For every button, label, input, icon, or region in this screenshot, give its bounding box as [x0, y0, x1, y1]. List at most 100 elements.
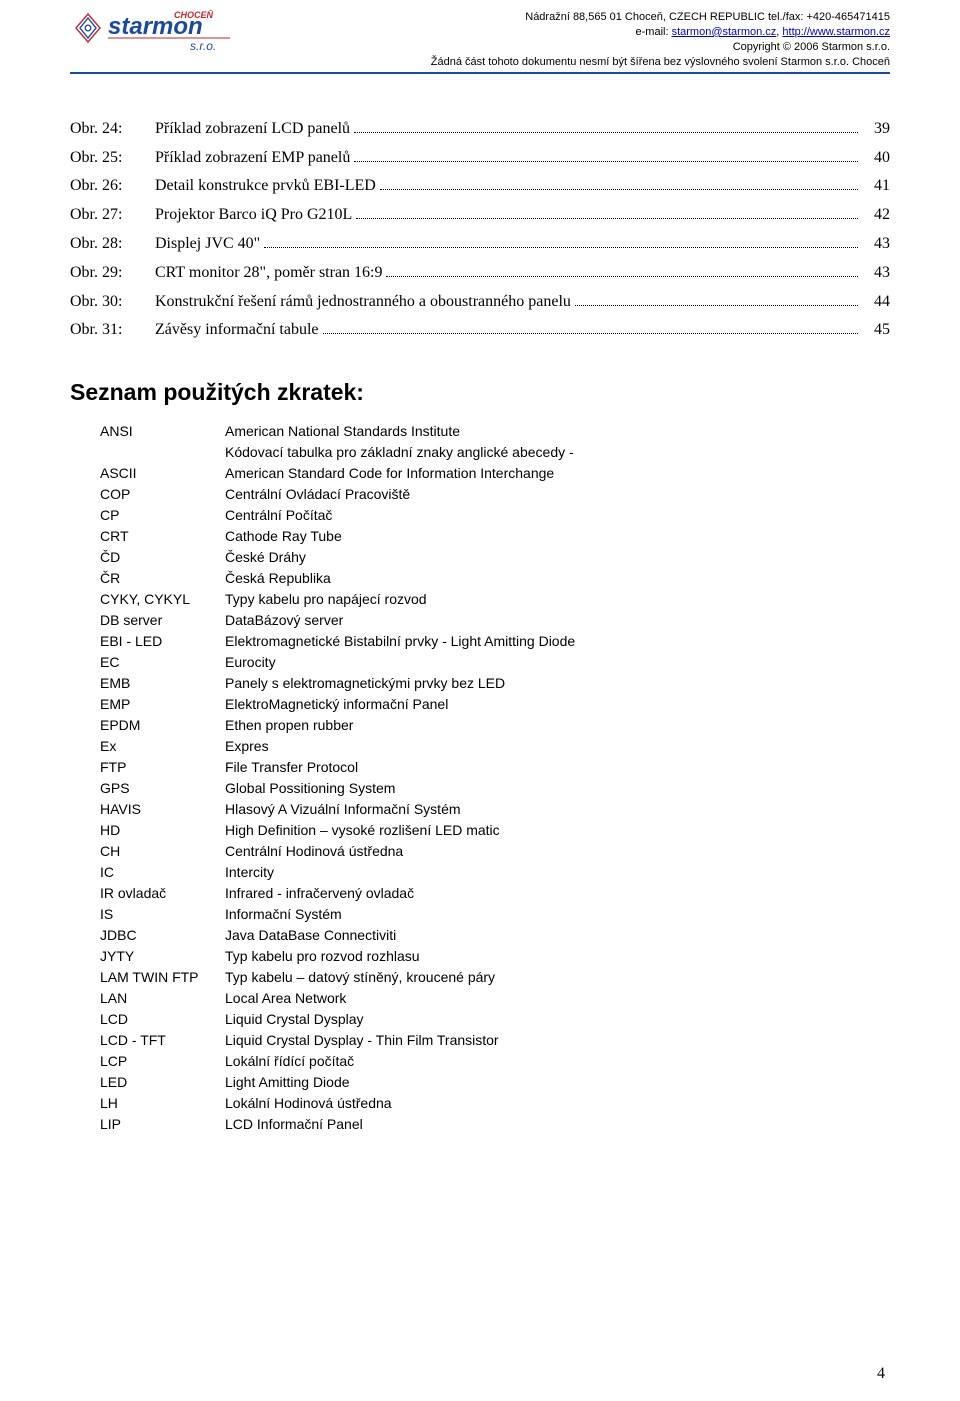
figure-label: Obr. 30: — [70, 293, 155, 311]
abbr-key: CP — [100, 505, 225, 526]
abbr-value: Lokální Hodinová ústředna — [225, 1093, 890, 1114]
abbr-row: LCDLiquid Crystal Dysplay — [100, 1009, 890, 1030]
abbr-row: CPCentrální Počítač — [100, 505, 890, 526]
abbr-row: DB serverDataBázový server — [100, 610, 890, 631]
header-email-line: e-mail: starmon@starmon.cz, http://www.s… — [431, 25, 890, 40]
abbr-key: LAN — [100, 988, 225, 1009]
abbr-row: LCPLokální řídící počítač — [100, 1051, 890, 1072]
abbr-row: IR ovladačInfrared - infračervený ovlada… — [100, 883, 890, 904]
abbr-value: Centrální Hodinová ústředna — [225, 841, 890, 862]
abbr-key: CH — [100, 841, 225, 862]
abbr-row: EMBPanely s elektromagnetickými prvky be… — [100, 673, 890, 694]
abbr-row: ANSIAmerican National Standards Institut… — [100, 421, 890, 442]
abbr-value: Informační Systém — [225, 904, 890, 925]
abbr-value: High Definition – vysoké rozlišení LED m… — [225, 820, 890, 841]
svg-text:CHOCEŇ: CHOCEŇ — [174, 10, 214, 20]
abbr-value: Intercity — [225, 862, 890, 883]
figure-title-wrap: CRT monitor 28", poměr stran 16:9 — [155, 263, 862, 282]
abbr-value: File Transfer Protocol — [225, 757, 890, 778]
abbr-value: Kódovací tabulka pro základní znaky angl… — [225, 442, 890, 463]
abbr-key: Ex — [100, 736, 225, 757]
figure-label: Obr. 27: — [70, 206, 155, 224]
dot-leader — [356, 205, 858, 219]
figure-page: 43 — [862, 235, 890, 253]
svg-text:s.r.o.: s.r.o. — [190, 39, 216, 53]
abbr-value: Liquid Crystal Dysplay — [225, 1009, 890, 1030]
abbr-row: LIPLCD Informační Panel — [100, 1114, 890, 1135]
abbr-key: LED — [100, 1072, 225, 1093]
abbr-value: Lokální řídící počítač — [225, 1051, 890, 1072]
header-contact: Nádražní 88,565 01 Choceň, CZECH REPUBLI… — [431, 10, 890, 69]
dot-leader — [380, 177, 858, 191]
abbr-row: HAVISHlasový A Vizuální Informační Systé… — [100, 799, 890, 820]
figure-page: 39 — [862, 120, 890, 138]
abbr-key: ČD — [100, 547, 225, 568]
abbr-row: HDHigh Definition – vysoké rozlišení LED… — [100, 820, 890, 841]
abbr-row: LHLokální Hodinová ústředna — [100, 1093, 890, 1114]
abbr-key: LCD — [100, 1009, 225, 1030]
figure-title: Detail konstrukce prvků EBI-LED — [155, 177, 376, 195]
abbr-key: LCP — [100, 1051, 225, 1072]
figure-row: Obr. 25:Příklad zobrazení EMP panelů40 — [70, 148, 890, 167]
header-url-link[interactable]: http://www.starmon.cz — [782, 26, 890, 38]
abbr-value: Typ kabelu pro rozvod rozhlasu — [225, 946, 890, 967]
abbr-value: DataBázový server — [225, 610, 890, 631]
abbr-value: Cathode Ray Tube — [225, 526, 890, 547]
abbr-row: COPCentrální Ovládací Pracoviště — [100, 484, 890, 505]
abbr-row: Kódovací tabulka pro základní znaky angl… — [100, 442, 890, 463]
abbr-key: ČR — [100, 568, 225, 589]
figure-title: Konstrukční řešení rámů jednostranného a… — [155, 293, 571, 311]
abbr-row: ECEurocity — [100, 652, 890, 673]
dot-leader — [323, 321, 859, 335]
abbr-value: Expres — [225, 736, 890, 757]
figure-row: Obr. 28:Displej JVC 40"43 — [70, 234, 890, 253]
logo-block: starmon s.r.o. CHOCEŇ — [70, 10, 240, 70]
dot-leader — [354, 119, 858, 133]
abbr-key — [100, 442, 225, 463]
abbr-row: GPSGlobal Possitioning System — [100, 778, 890, 799]
abbr-row: LCD - TFTLiquid Crystal Dysplay - Thin F… — [100, 1030, 890, 1051]
figure-row: Obr. 30:Konstrukční řešení rámů jednostr… — [70, 292, 890, 311]
abbr-key: LIP — [100, 1114, 225, 1135]
abbr-row: ExExpres — [100, 736, 890, 757]
header-address: Nádražní 88,565 01 Choceň, CZECH REPUBLI… — [431, 10, 890, 25]
figure-title-wrap: Konstrukční řešení rámů jednostranného a… — [155, 292, 862, 311]
figure-label: Obr. 29: — [70, 264, 155, 282]
abbr-key: EMB — [100, 673, 225, 694]
abbr-key: DB server — [100, 610, 225, 631]
abbr-value: Global Possitioning System — [225, 778, 890, 799]
figure-title-wrap: Příklad zobrazení LCD panelů — [155, 119, 862, 138]
abbr-row: ICIntercity — [100, 862, 890, 883]
dot-leader — [386, 263, 858, 277]
abbr-value: American National Standards Institute — [225, 421, 890, 442]
abbr-row: ASCIIAmerican Standard Code for Informat… — [100, 463, 890, 484]
dot-leader — [575, 292, 858, 306]
abbr-key: LH — [100, 1093, 225, 1114]
figure-page: 45 — [862, 321, 890, 339]
abbr-key: JDBC — [100, 925, 225, 946]
header-email-prefix: e-mail: — [636, 26, 672, 38]
figure-row: Obr. 29:CRT monitor 28", poměr stran 16:… — [70, 263, 890, 282]
abbr-key: FTP — [100, 757, 225, 778]
abbr-row: ČDČeské Dráhy — [100, 547, 890, 568]
abbr-key: EMP — [100, 694, 225, 715]
dot-leader — [354, 148, 858, 162]
abbr-key: CYKY, CYKYL — [100, 589, 225, 610]
header-copyright: Copyright © 2006 Starmon s.r.o. — [431, 40, 890, 55]
figure-page: 42 — [862, 206, 890, 224]
abbr-value: Elektromagnetické Bistabilní prvky - Lig… — [225, 631, 890, 652]
figure-label: Obr. 28: — [70, 235, 155, 253]
abbr-value: Eurocity — [225, 652, 890, 673]
abbr-row: EBI - LEDElektromagnetické Bistabilní pr… — [100, 631, 890, 652]
figure-title: CRT monitor 28", poměr stran 16:9 — [155, 264, 382, 282]
abbr-key: IR ovladač — [100, 883, 225, 904]
abbr-row: CHCentrální Hodinová ústředna — [100, 841, 890, 862]
figure-title-wrap: Detail konstrukce prvků EBI-LED — [155, 177, 862, 196]
abbr-key: EC — [100, 652, 225, 673]
header-email-link[interactable]: starmon@starmon.cz — [672, 26, 777, 38]
abbr-value: Typy kabelu pro napájecí rozvod — [225, 589, 890, 610]
figure-title-wrap: Příklad zobrazení EMP panelů — [155, 148, 862, 167]
abbr-row: JDBCJava DataBase Connectiviti — [100, 925, 890, 946]
abbr-key: CRT — [100, 526, 225, 547]
abbr-value: ElektroMagnetický informační Panel — [225, 694, 890, 715]
